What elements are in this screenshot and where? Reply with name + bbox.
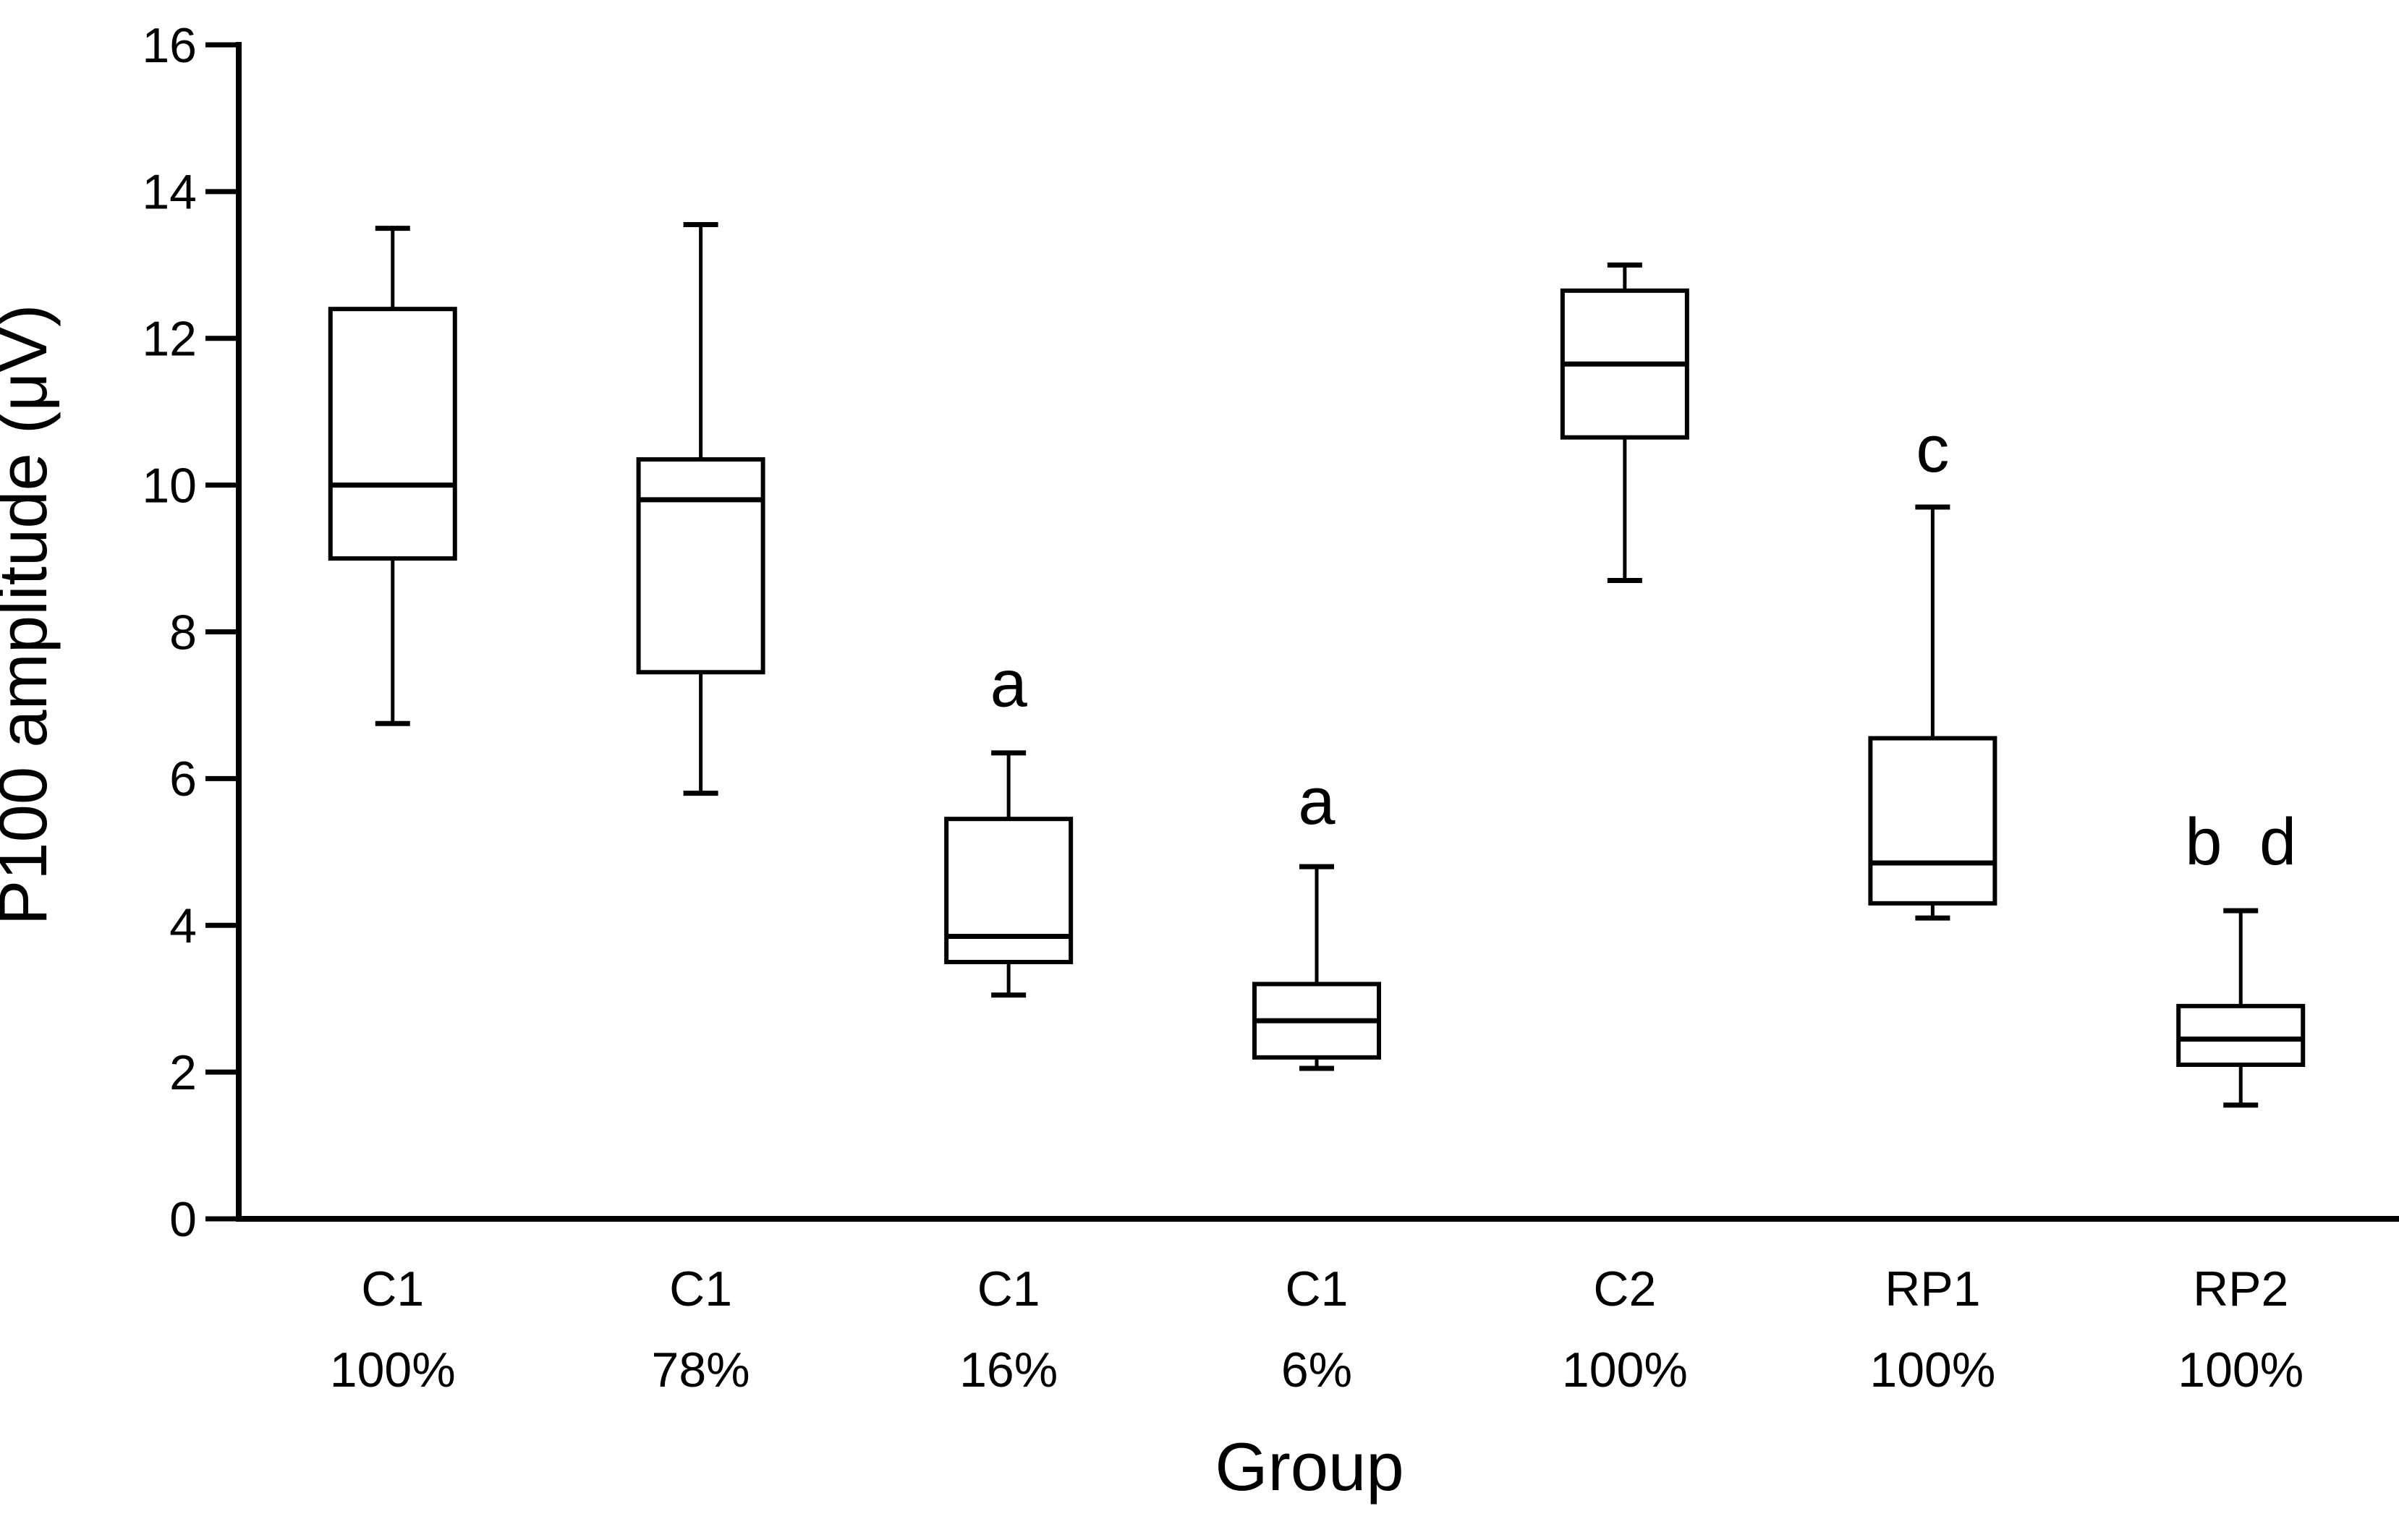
- boxplot-group-RP2-100%: [2176, 908, 2306, 1108]
- boxplot-group-C1-100%: [328, 226, 457, 726]
- category-label-contrast: 16%: [959, 1343, 1058, 1398]
- y-tick-label: 6: [169, 752, 197, 807]
- y-tick-label: 10: [142, 458, 197, 513]
- category-label-group: C1: [1286, 1262, 1349, 1316]
- annotation-letter: c: [1916, 412, 1949, 486]
- category-label-contrast: 100%: [2178, 1343, 2304, 1398]
- category-label-group: C1: [977, 1262, 1040, 1316]
- y-tick-label: 12: [142, 312, 197, 367]
- x-axis-category-labels: C1 100% C1 78% C1 16% C1 6% C2 100% RP1 100% RP2 100%: [330, 1262, 2304, 1398]
- category-label-group: C1: [669, 1262, 732, 1316]
- annotation-letter: b d: [2185, 805, 2296, 879]
- y-axis-title: P100 amplitude (μV): [0, 305, 61, 926]
- iqr-box: [636, 457, 765, 675]
- boxplot-group-C1-78%: [636, 222, 765, 796]
- annotation-letter: a: [1298, 765, 1336, 838]
- significance-annotations: a a c b d: [990, 412, 2297, 879]
- category-label-group: C1: [361, 1262, 424, 1316]
- category-label-contrast: 100%: [1562, 1343, 1688, 1398]
- iqr-box: [1868, 736, 1997, 906]
- category-label-contrast: 100%: [1869, 1343, 1995, 1398]
- category-label-contrast: 100%: [330, 1343, 456, 1398]
- boxplot-group-C1-6%: [1252, 864, 1381, 1071]
- iqr-box: [2176, 1003, 2306, 1067]
- x-axis-title: Group: [1215, 1429, 1404, 1505]
- y-tick-label: 8: [169, 605, 197, 660]
- y-axis-ticks: 0 2 4 6 8 10 12 14 16: [142, 18, 239, 1247]
- category-label-contrast: 78%: [652, 1343, 750, 1398]
- boxplot-group-RP1-100%: [1868, 504, 1997, 921]
- iqr-box: [328, 307, 457, 561]
- boxplot-group-C2-100%: [1560, 262, 1689, 583]
- y-tick-label: 14: [142, 165, 197, 220]
- category-label-group: RP1: [1885, 1262, 1980, 1316]
- annotation-letter: a: [990, 647, 1028, 721]
- y-tick-label: 4: [169, 898, 197, 953]
- category-label-group: C2: [1593, 1262, 1656, 1316]
- y-tick-label: 2: [169, 1045, 197, 1100]
- category-label-contrast: 6%: [1281, 1343, 1352, 1398]
- category-label-group: RP2: [2193, 1262, 2288, 1316]
- boxplot-series: [328, 222, 2306, 1108]
- y-tick-label: 0: [169, 1192, 197, 1247]
- y-tick-label: 16: [142, 18, 197, 73]
- boxplot-group-C1-16%: [944, 750, 1074, 998]
- iqr-box: [944, 817, 1074, 964]
